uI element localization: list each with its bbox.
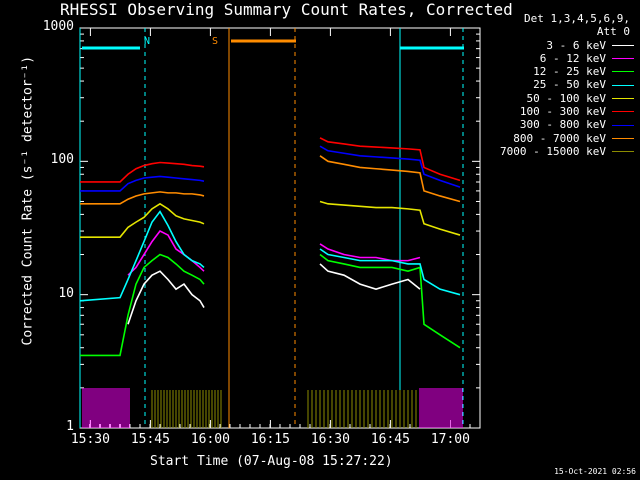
legend-label-0: 3 - 6 keV (546, 39, 606, 52)
legend-swatch-0 (612, 45, 634, 46)
legend-swatch-2 (612, 71, 634, 72)
series-line-4-1 (320, 201, 460, 235)
y-tick-label-2: 100 (34, 152, 74, 167)
x-tick-label-4: 16:30 (300, 432, 360, 447)
series-line-3-1 (320, 249, 460, 295)
series-line-6-1 (320, 146, 460, 187)
annotation-1: S (212, 36, 218, 47)
series-line-2-0 (80, 255, 204, 356)
legend-swatch-7 (612, 138, 634, 139)
legend-header-2: Att 0 (484, 25, 634, 38)
plot-frame (80, 28, 480, 428)
x-axis-label: Start Time (07-Aug-08 15:27:22) (150, 454, 393, 469)
legend-label-3: 25 - 50 keV (533, 78, 606, 91)
legend-label-8: 7000 - 15000 keV (500, 145, 606, 158)
legend-rows: 3 - 6 keV 6 - 12 keV 12 - 25 keV 25 - 50 ke… (484, 39, 634, 159)
annotation-0: N (144, 36, 150, 47)
series-line-7-1 (320, 156, 460, 202)
series-line-0-0 (128, 271, 204, 324)
legend-entry-5: 100 - 300 keV (484, 105, 634, 118)
legend-entry-4: 50 - 100 keV (484, 92, 634, 105)
legend-swatch-4 (612, 98, 634, 99)
legend-label-2: 12 - 25 keV (533, 65, 606, 78)
legend-label-1: 6 - 12 keV (540, 52, 606, 65)
series-line-5-1 (320, 138, 460, 181)
chart-title: RHESSI Observing Summary Count Rates, Co… (60, 0, 513, 19)
legend-swatch-5 (612, 111, 634, 112)
legend-swatch-1 (612, 58, 634, 59)
legend-entry-3: 25 - 50 keV (484, 78, 634, 91)
legend-entry-0: 3 - 6 keV (484, 39, 634, 52)
series-line-1-1 (320, 244, 420, 261)
series-line-7-0 (80, 192, 204, 204)
x-tick-label-5: 16:45 (360, 432, 420, 447)
legend-swatch-3 (612, 85, 634, 86)
y-tick-label-1: 10 (34, 286, 74, 301)
x-tick-label-6: 17:00 (420, 432, 480, 447)
x-tick-label-3: 16:15 (240, 432, 300, 447)
legend-entry-7: 800 - 7000 keV (484, 132, 634, 145)
legend-label-7: 800 - 7000 keV (513, 132, 606, 145)
y-tick-label-3: 1000 (34, 19, 74, 34)
legend-label-4: 50 - 100 keV (527, 92, 606, 105)
legend-swatch-6 (612, 125, 634, 126)
series-line-2-1 (320, 255, 460, 348)
legend-label-5: 100 - 300 keV (520, 105, 606, 118)
y-axis-label: Corrected Count Rate (s⁻¹ detector⁻¹) (21, 106, 36, 346)
legend-swatch-8 (612, 151, 634, 152)
legend-label-6: 300 - 800 keV (520, 118, 606, 131)
legend-entry-8: 7000 - 15000 keV (484, 145, 634, 158)
legend-entry-1: 6 - 12 keV (484, 52, 634, 65)
legend-header-1: Det 1,3,4,5,6,9, (484, 12, 634, 25)
x-tick-label-0: 15:30 (60, 432, 120, 447)
series-line-4-0 (80, 204, 204, 237)
legend-entry-6: 300 - 800 keV (484, 118, 634, 131)
x-tick-label-2: 16:00 (180, 432, 240, 447)
x-tick-label-1: 15:45 (120, 432, 180, 447)
timestamp: 15-Oct-2021 02:56 (554, 467, 636, 476)
legend-entry-2: 12 - 25 keV (484, 65, 634, 78)
series-line-6-0 (80, 176, 204, 190)
legend: Det 1,3,4,5,6,9, Att 0 3 - 6 keV 6 - 12 k… (484, 12, 634, 158)
